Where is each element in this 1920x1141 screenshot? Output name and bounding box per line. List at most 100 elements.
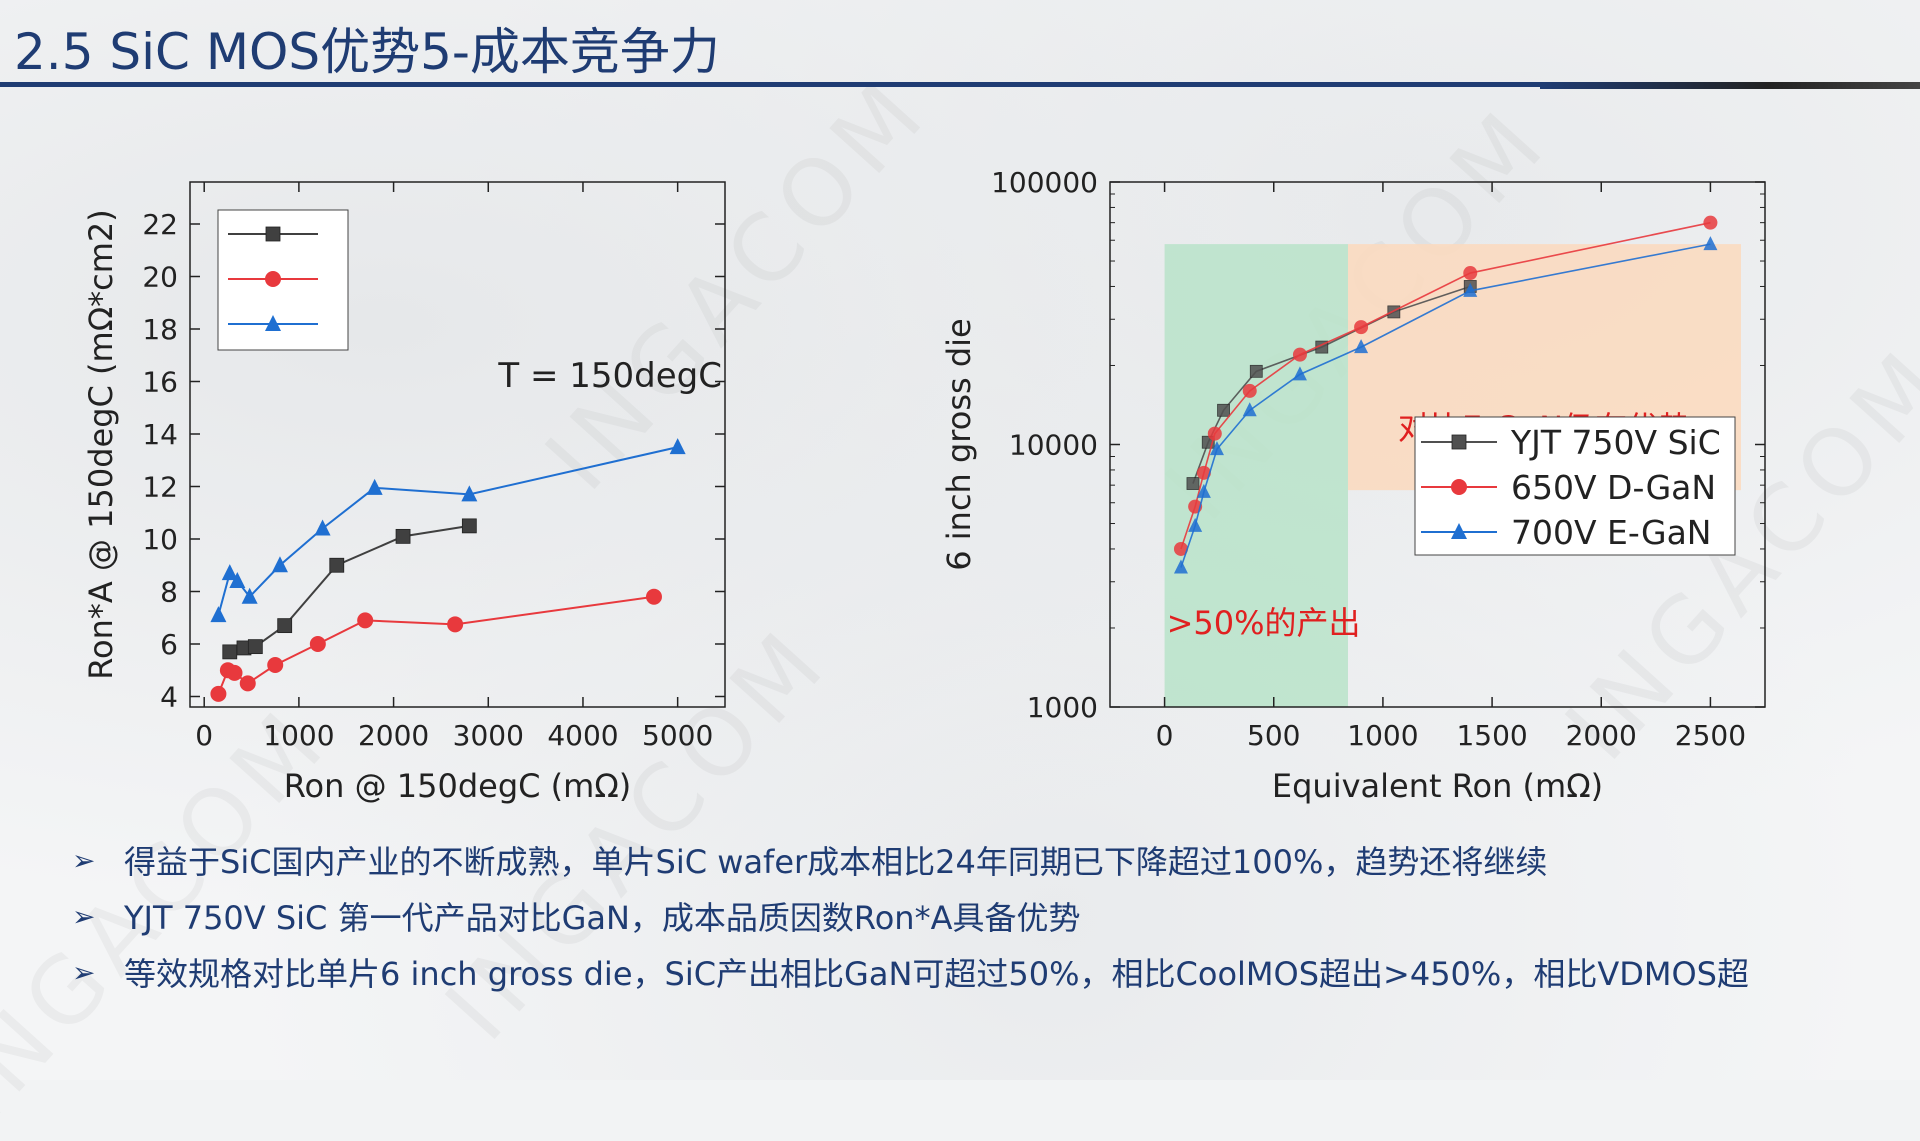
data-point-circle xyxy=(239,675,256,692)
legend xyxy=(217,209,349,351)
data-point-square xyxy=(461,518,477,534)
plot-area: 0 1000 2000 3000 4000 5000 4 6 8 10 12 14 16 18 20 22 Ro… xyxy=(82,181,726,805)
chart-ron-area-vs-ron: 0 1000 2000 3000 4000 5000 4 6 8 10 12 14 16 18 20 22 Ro… xyxy=(82,181,726,805)
bullet-arrow-icon: ➢ xyxy=(72,843,96,877)
legend-entry: 650V D-GaN xyxy=(1511,468,1716,507)
x-tick-label: 4000 xyxy=(547,719,618,752)
data-point-circle xyxy=(1173,541,1188,556)
y-tick-label: 18 xyxy=(142,313,178,346)
y-tick-label: 4 xyxy=(160,681,178,714)
y-tick-label: 10000 xyxy=(1009,429,1098,462)
data-point-circle xyxy=(265,271,281,287)
bullet-item: ➢ 等效规格对比单片6 inch gross die，SiC产出相比GaN可超过… xyxy=(72,944,1872,1000)
region-label: >50%的产出 xyxy=(1167,604,1361,642)
x-axis-label: Ron @ 150degC (mΩ) xyxy=(284,767,632,805)
bullet-text: 得益于SiC国内产业的不断成熟，单片SiC wafer成本相比24年同期已下降超… xyxy=(124,843,1548,881)
x-tick-label: 500 xyxy=(1247,719,1300,752)
x-tick-label: 1500 xyxy=(1456,719,1527,752)
bullet-text: YJT 750V SiC 第一代产品对比GaN，成本品质因数Ron*A具备优势 xyxy=(124,899,1081,937)
data-series xyxy=(210,588,662,702)
chart-gross-die-vs-ron: >50%的产出对比E-GaN仍有优势0500100015002000250010… xyxy=(940,166,1766,805)
data-point-circle xyxy=(1207,426,1222,441)
data-point-circle xyxy=(309,636,326,652)
series-line xyxy=(217,446,678,616)
data-series xyxy=(222,518,477,660)
data-point-circle xyxy=(1463,266,1478,281)
x-tick-label: 5000 xyxy=(642,719,713,752)
data-point-triangle xyxy=(1463,282,1478,297)
data-point-triangle xyxy=(221,564,238,581)
legend-entry: 700V E-GaN xyxy=(1511,513,1712,552)
data-point-circle xyxy=(357,612,374,629)
bullet-arrow-icon: ➢ xyxy=(72,955,96,989)
data-point-triangle xyxy=(1209,441,1224,456)
title-underline xyxy=(0,82,1920,87)
series-line xyxy=(229,524,470,653)
y-tick-label: 20 xyxy=(142,261,178,294)
data-point-triangle xyxy=(1173,559,1188,574)
data-point-square xyxy=(1186,477,1200,490)
data-point-triangle xyxy=(314,519,331,536)
data-point-circle xyxy=(447,616,464,633)
series-line xyxy=(217,595,655,695)
data-point-triangle xyxy=(1292,366,1307,381)
y-tick-label: 100000 xyxy=(991,166,1098,199)
data-point-circle xyxy=(1292,347,1307,362)
data-point-circle xyxy=(1354,320,1369,335)
bullet-list: ➢ 得益于SiC国内产业的不断成熟，单片SiC wafer成本相比24年同期已下… xyxy=(72,832,1872,1000)
x-tick-label: 2000 xyxy=(358,719,429,752)
chart-annotation: T = 150degC xyxy=(497,356,722,396)
data-point-triangle xyxy=(1354,339,1369,354)
data-point-square xyxy=(222,644,238,660)
data-point-square xyxy=(247,639,263,655)
bullet-item: ➢ 得益于SiC国内产业的不断成熟，单片SiC wafer成本相比24年同期已下… xyxy=(72,832,1872,888)
data-point-circle xyxy=(1703,215,1718,230)
data-point-triangle xyxy=(265,315,281,331)
data-point-triangle xyxy=(229,572,246,588)
data-point-square xyxy=(265,226,281,242)
bullet-item: ➢ YJT 750V SiC 第一代产品对比GaN，成本品质因数Ron*A具备优… xyxy=(72,888,1872,944)
legend-entry: YJT 750V SiC xyxy=(1510,423,1721,462)
plot-area: >50%的产出对比E-GaN仍有优势0500100015002000250010… xyxy=(940,166,1766,805)
y-tick-label: 8 xyxy=(160,576,178,609)
data-point-square xyxy=(1249,364,1263,378)
data-point-square xyxy=(329,557,345,573)
data-point-triangle xyxy=(210,606,227,623)
x-axis-label: Equivalent Ron (mΩ) xyxy=(1272,767,1603,805)
bullet-arrow-icon: ➢ xyxy=(72,899,96,933)
data-point-triangle xyxy=(1451,523,1467,539)
y-tick-label: 1000 xyxy=(1027,691,1098,724)
data-point-square xyxy=(1217,403,1230,417)
title-underline-accent xyxy=(1540,82,1920,89)
data-point-square xyxy=(395,528,411,544)
data-point-triangle xyxy=(271,556,288,573)
bullet-text: 等效规格对比单片6 inch gross die，SiC产出相比GaN可超过50… xyxy=(124,955,1749,993)
x-tick-label: 3000 xyxy=(453,719,524,752)
plot-frame xyxy=(189,181,726,708)
y-tick-label: 22 xyxy=(142,208,178,241)
data-point-triangle xyxy=(366,478,383,495)
y-tick-label: 16 xyxy=(142,366,178,399)
x-tick-label: 0 xyxy=(195,719,213,752)
data-point-triangle xyxy=(669,438,686,455)
x-tick-label: 1000 xyxy=(1347,719,1418,752)
data-point-circle xyxy=(645,588,662,605)
x-tick-label: 2500 xyxy=(1675,719,1746,752)
data-point-circle xyxy=(267,657,284,673)
legend: YJT 750V SiC 650V D-GaN 700V E-GaN xyxy=(1414,416,1736,556)
x-tick-label: 1000 xyxy=(263,719,334,752)
y-tick-label: 12 xyxy=(142,471,178,504)
data-series xyxy=(210,438,686,623)
data-point-circle xyxy=(226,664,243,681)
y-axis-label: 6 inch gross die xyxy=(940,318,978,571)
data-point-square xyxy=(1387,305,1401,319)
data-point-circle xyxy=(1242,383,1257,398)
data-point-circle xyxy=(1451,479,1467,495)
data-series xyxy=(1173,215,1718,556)
data-point-square xyxy=(1451,434,1467,450)
data-point-circle xyxy=(1196,465,1211,480)
y-axis-label: Ron*A @ 150degC (mΩ*cm2) xyxy=(82,209,120,680)
x-tick-label: 2000 xyxy=(1566,719,1637,752)
data-point-triangle xyxy=(241,587,258,604)
y-tick-label: 14 xyxy=(142,418,178,451)
